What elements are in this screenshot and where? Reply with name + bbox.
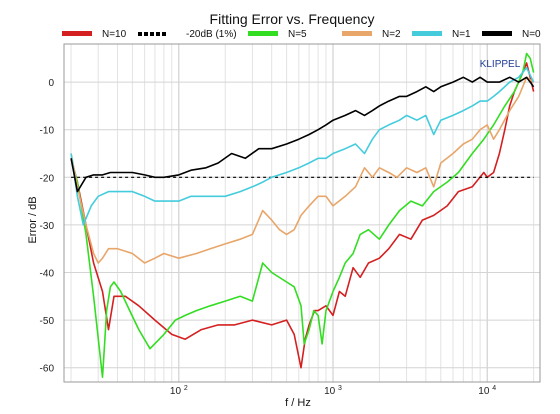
plot-frame: [63, 43, 541, 383]
chart-title: Fitting Error vs. Frequency: [210, 11, 375, 27]
legend-label-n-1: N=1: [452, 29, 471, 40]
y-tick-label: 0: [48, 78, 54, 89]
legend-swatch-n-5: [248, 31, 278, 36]
series-line-n-2: [70, 76, 535, 264]
x-axis-label: f / Hz: [285, 397, 311, 409]
legend-swatch-n-10: [62, 31, 92, 36]
legend-label-n-10: N=10: [102, 29, 127, 40]
tick-labels: 0 -10 -20 -30 -40 -50 -60 10 2 10 3 10 4: [40, 78, 497, 397]
series-line-n-5: [70, 52, 535, 379]
x-tick-label: 10 4: [478, 385, 496, 397]
y-tick-label: -50: [40, 316, 55, 327]
series-layer: [70, 52, 535, 379]
legend-swatch-20db-1: [162, 32, 166, 36]
legend-swatch-20db-1: [156, 32, 160, 36]
series-line-n-1: [70, 67, 535, 226]
legend-label-20db-1: -20dB (1%): [186, 29, 237, 40]
legend: N=10 -20dB (1%) N=5 N=2 N=1 N=0: [62, 29, 541, 40]
legend-swatch-n-2: [342, 31, 372, 36]
y-tick-label: -60: [40, 364, 55, 375]
legend-swatch-n-0: [482, 31, 512, 36]
legend-swatch-n-1: [412, 31, 442, 36]
y-tick-label: -20: [40, 173, 55, 184]
legend-label-n-5: N=5: [288, 29, 307, 40]
y-tick-label: -30: [40, 221, 55, 232]
series-line-n-0: [70, 76, 535, 193]
legend-label-n-0: N=0: [522, 29, 541, 40]
x-tick-label: 10 2: [170, 385, 188, 397]
x-tick-label: 10 3: [324, 385, 342, 397]
legend-swatch-20db-1: [138, 32, 142, 36]
series-line-n-10: [70, 62, 535, 369]
klippel-watermark: KLIPPEL: [480, 59, 521, 70]
y-tick-label: -40: [40, 269, 55, 280]
legend-swatch-20db-1: [144, 32, 148, 36]
legend-label-n-2: N=2: [382, 29, 401, 40]
legend-swatch-20db-1: [150, 32, 154, 36]
y-axis-label: Error / dB: [27, 196, 39, 243]
y-tick-label: -10: [40, 126, 55, 137]
